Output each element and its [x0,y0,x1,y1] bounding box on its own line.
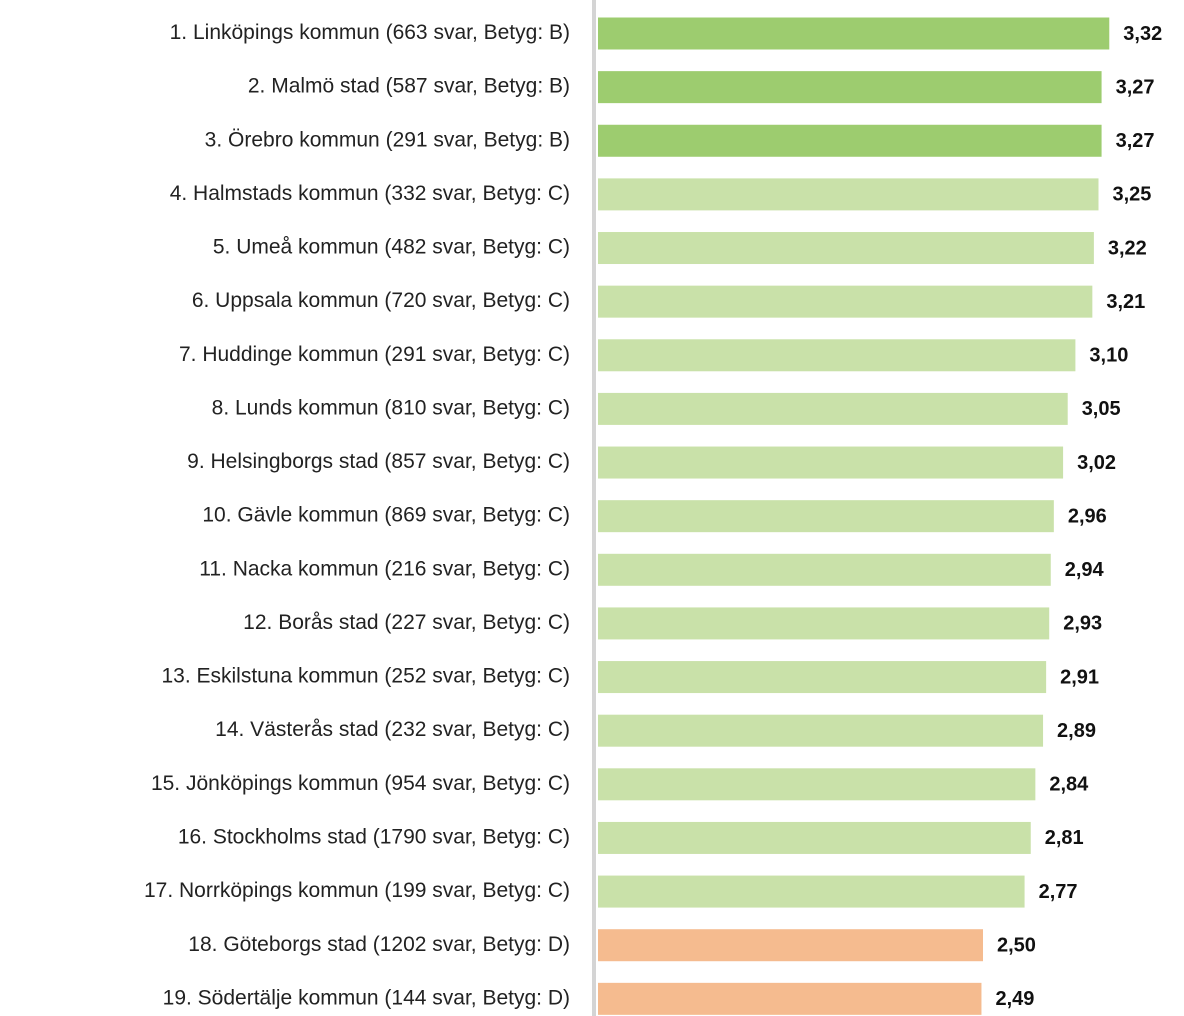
value-label: 2,81 [1045,827,1084,849]
category-label: 16. Stockholms stad (1790 svar, Betyg: C… [178,825,570,848]
category-label: 5. Umeå kommun (482 svar, Betyg: C) [213,236,570,259]
value-label: 2,94 [1065,559,1105,581]
category-label: 11. Nacka kommun (216 svar, Betyg: C) [199,557,570,580]
value-label: 2,77 [1039,881,1078,903]
bar [598,661,1047,694]
value-label: 3,02 [1077,452,1116,474]
category-label: 18. Göteborgs stad (1202 svar, Betyg: D) [188,933,570,956]
bar [598,285,1093,318]
bar [598,768,1036,801]
value-label: 2,91 [1060,666,1099,688]
value-label: 3,27 [1116,130,1155,152]
category-label: 17. Norrköpings kommun (199 svar, Betyg:… [144,879,570,902]
category-label: 8. Lunds kommun (810 svar, Betyg: C) [212,396,570,419]
category-label: 7. Huddinge kommun (291 svar, Betyg: C) [179,343,570,366]
bar [598,821,1031,854]
bar [598,714,1044,747]
category-label: 12. Borås stad (227 svar, Betyg: C) [243,611,570,634]
category-label: 2. Malmö stad (587 svar, Betyg: B) [248,75,570,98]
category-label: 9. Helsingborgs stad (857 svar, Betyg: C… [187,450,570,473]
value-label: 3,21 [1106,291,1145,313]
bar [598,553,1051,586]
bar [598,339,1076,372]
category-label: 3. Örebro kommun (291 svar, Betyg: B) [205,128,570,151]
value-label: 2,93 [1063,613,1102,635]
category-label: 19. Södertälje kommun (144 svar, Betyg: … [163,986,570,1009]
value-label: 3,05 [1082,398,1121,420]
value-label: 2,84 [1049,774,1089,796]
bar [598,17,1110,50]
value-label: 3,22 [1108,237,1147,259]
bar [598,446,1064,479]
value-label: 2,50 [997,934,1036,956]
category-label: 4. Halmstads kommun (332 svar, Betyg: C) [170,182,570,205]
category-label: 1. Linköpings kommun (663 svar, Betyg: B… [170,21,570,44]
category-label: 14. Västerås stad (232 svar, Betyg: C) [215,718,570,741]
bar [598,607,1050,640]
bar [598,929,983,962]
bar [598,982,982,1015]
value-label: 2,49 [995,988,1034,1010]
value-label: 2,96 [1068,505,1107,527]
value-label: 3,32 [1123,23,1162,45]
value-label: 2,89 [1057,720,1096,742]
bar [598,392,1068,425]
category-label: 15. Jönköpings kommun (954 svar, Betyg: … [151,772,570,795]
bar [598,500,1054,533]
bar [598,875,1025,908]
category-label: 6. Uppsala kommun (720 svar, Betyg: C) [192,289,570,312]
value-label: 3,25 [1113,184,1152,206]
category-label: 10. Gävle kommun (869 svar, Betyg: C) [202,504,570,527]
bar [598,124,1102,157]
value-label: 3,27 [1116,76,1155,98]
bar [598,232,1094,265]
bar [598,178,1099,211]
category-label: 13. Eskilstuna kommun (252 svar, Betyg: … [161,665,570,688]
value-label: 3,10 [1089,345,1128,367]
bar [598,71,1102,104]
axis-line [592,0,596,1016]
